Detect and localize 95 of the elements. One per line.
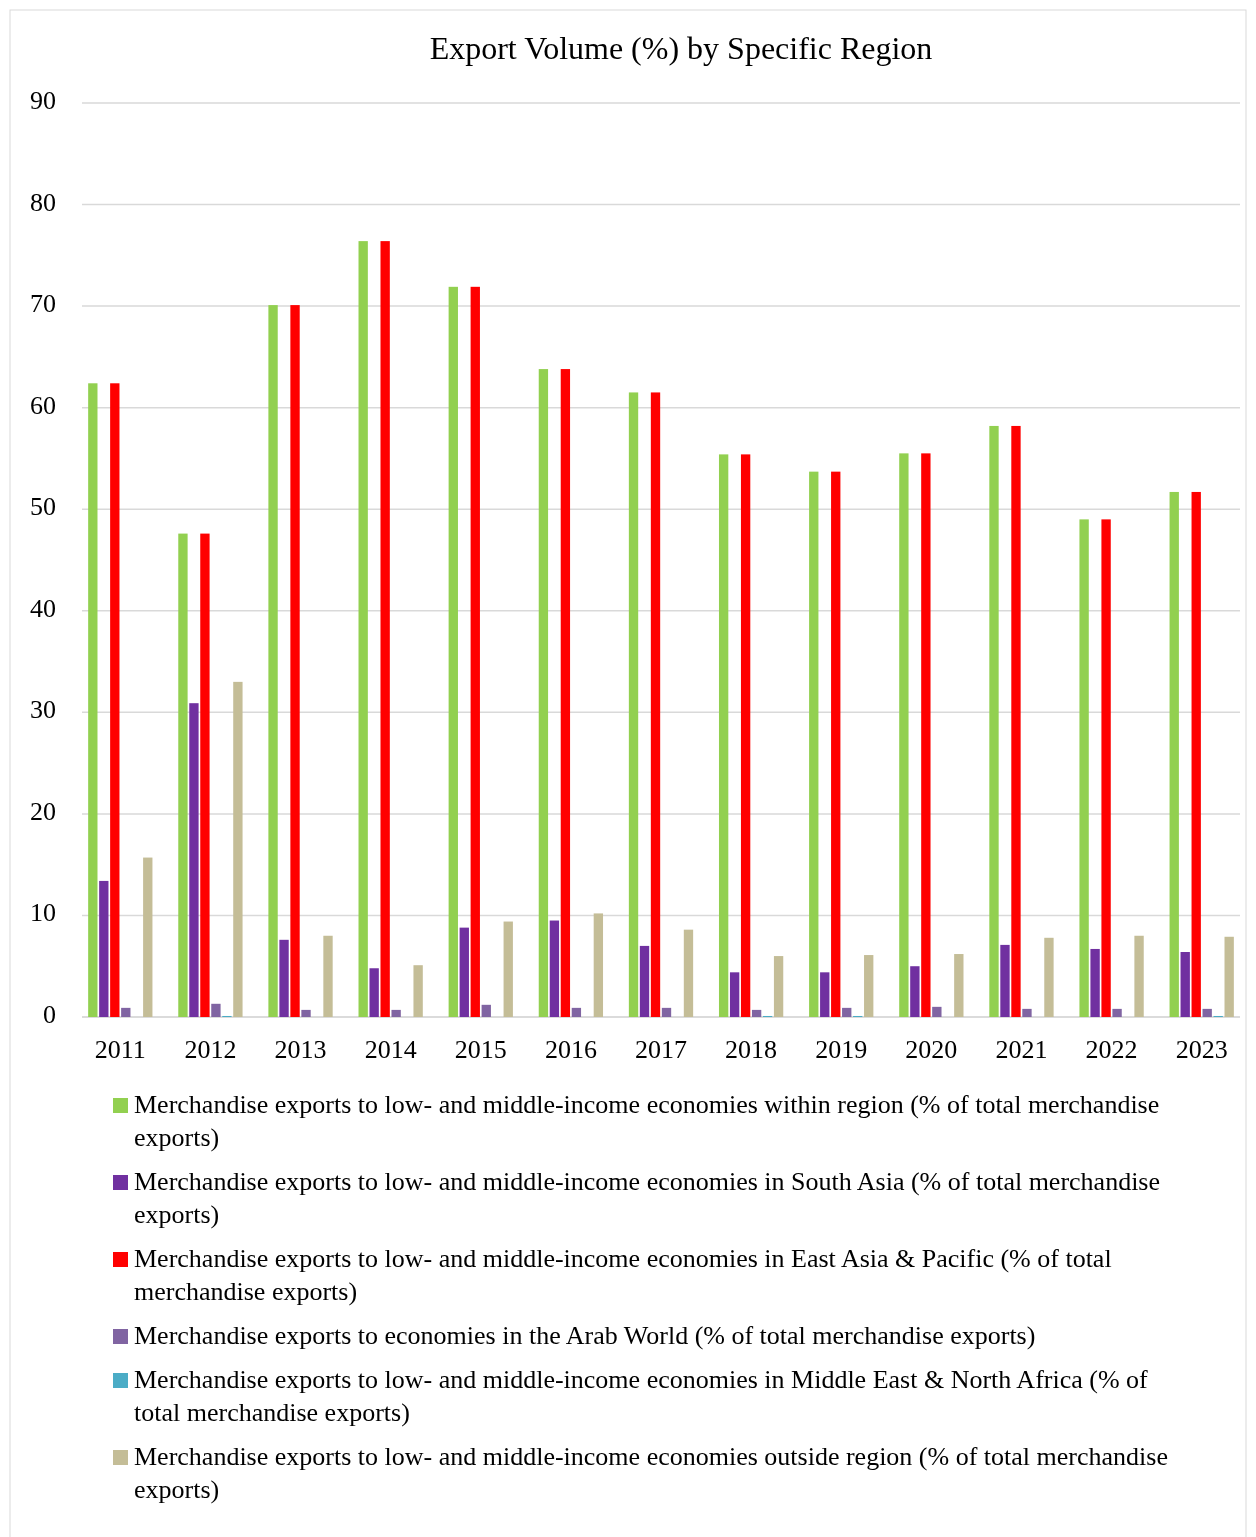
bar [413, 965, 423, 1017]
bar [683, 929, 694, 1017]
bar [639, 945, 650, 1017]
x-tick-label: 2021 [995, 1034, 1048, 1064]
legend-label: Merchandise exports to economies in the Arab World (% of total merchandise exports) [134, 1320, 1036, 1350]
bar [143, 857, 153, 1017]
bar [628, 392, 639, 1017]
bar [593, 913, 604, 1017]
bar [751, 1009, 762, 1017]
bar [110, 383, 120, 1017]
bar [290, 305, 300, 1017]
bar [899, 453, 909, 1017]
bar [650, 392, 661, 1017]
x-tick-label: 2018 [725, 1034, 778, 1064]
bar [301, 1009, 311, 1017]
bar [729, 972, 740, 1017]
y-tick-label: 40 [30, 593, 56, 623]
y-tick-label: 90 [30, 85, 56, 115]
bar [1000, 944, 1010, 1017]
y-tick-label: 60 [30, 390, 56, 420]
bar [1011, 425, 1021, 1017]
x-tick-label: 2016 [544, 1034, 597, 1064]
bar [1112, 1008, 1122, 1017]
bar [773, 956, 784, 1017]
x-tick-label: 2014 [364, 1034, 417, 1064]
bar [121, 1007, 131, 1017]
legend-label: Merchandise exports to low- and middle-income economies within region (% of total merchandise exports) [134, 1089, 1160, 1152]
y-tick-label: 10 [30, 898, 56, 928]
bar [831, 471, 841, 1017]
bar [1101, 519, 1111, 1017]
bar [358, 241, 368, 1017]
bar [560, 369, 571, 1017]
y-tick-label: 30 [30, 695, 56, 725]
legend-label: Merchandise exports to low- and middle-income economies in East Asia & Pacific (% of total merchandise exports) [134, 1243, 1112, 1306]
bar [1169, 491, 1179, 1017]
bar [448, 286, 458, 1017]
bar [921, 453, 931, 1017]
bar [503, 921, 513, 1017]
bar [820, 972, 830, 1017]
bar [481, 1004, 491, 1017]
bar [661, 1007, 672, 1017]
bar [1022, 1008, 1032, 1017]
x-tick-label: 2012 [184, 1034, 237, 1064]
chart-title: Export Volume (%) by Specific Region [429, 30, 933, 67]
x-tick-label: 2015 [454, 1034, 507, 1064]
bar [549, 920, 560, 1017]
bar [864, 955, 874, 1017]
legend-label: Merchandise exports to low- and middle-income economies in South Asia (% of total merchandise exports) [134, 1166, 1161, 1229]
bar [932, 1006, 942, 1017]
bar [380, 241, 390, 1017]
bar [200, 533, 210, 1017]
bar [538, 369, 549, 1017]
y-tick-label: 0 [43, 999, 56, 1029]
bar [1191, 491, 1201, 1017]
x-tick-label: 2013 [274, 1034, 327, 1064]
x-tick-label: 2022 [1085, 1034, 1138, 1064]
bar [391, 1009, 401, 1017]
x-tick-label: 2017 [635, 1034, 687, 1064]
bar [189, 703, 199, 1017]
bar [571, 1007, 582, 1017]
bar [323, 935, 333, 1017]
x-tick-label: 2011 [94, 1034, 146, 1064]
bar [842, 1007, 852, 1017]
bar [459, 927, 469, 1017]
bar [268, 305, 278, 1017]
bar [1044, 937, 1054, 1017]
bar [279, 939, 289, 1017]
bar [718, 454, 729, 1017]
x-tick-label: 2019 [815, 1034, 868, 1064]
bar [233, 681, 243, 1017]
bar [369, 968, 379, 1017]
bar [211, 1003, 221, 1017]
x-tick-label: 2023 [1175, 1034, 1228, 1064]
x-tick-label: 2020 [905, 1034, 958, 1064]
bar [1202, 1008, 1212, 1017]
bar [1180, 952, 1190, 1017]
bar [954, 954, 964, 1017]
y-tick-label: 70 [30, 289, 56, 319]
y-tick-label: 50 [30, 492, 56, 522]
legend-label: Merchandise exports to low- and middle-income economies in Middle East & North Africa (% of total merchandise exports) [134, 1364, 1149, 1427]
bar [1079, 519, 1089, 1017]
bar [1224, 936, 1234, 1017]
y-tick-label: 80 [30, 187, 56, 217]
bar [910, 966, 920, 1017]
legend-label: Merchandise exports to low- and middle-income economies outside region (% of total merchandise exports) [134, 1441, 1168, 1504]
bar [740, 454, 751, 1017]
bar [178, 533, 188, 1017]
bar [470, 286, 480, 1017]
y-tick-label: 20 [30, 796, 56, 826]
bar [809, 471, 819, 1017]
bar [99, 880, 109, 1017]
bar [1090, 948, 1100, 1017]
bar [989, 425, 999, 1017]
bar [1134, 935, 1144, 1017]
bar [88, 383, 98, 1017]
